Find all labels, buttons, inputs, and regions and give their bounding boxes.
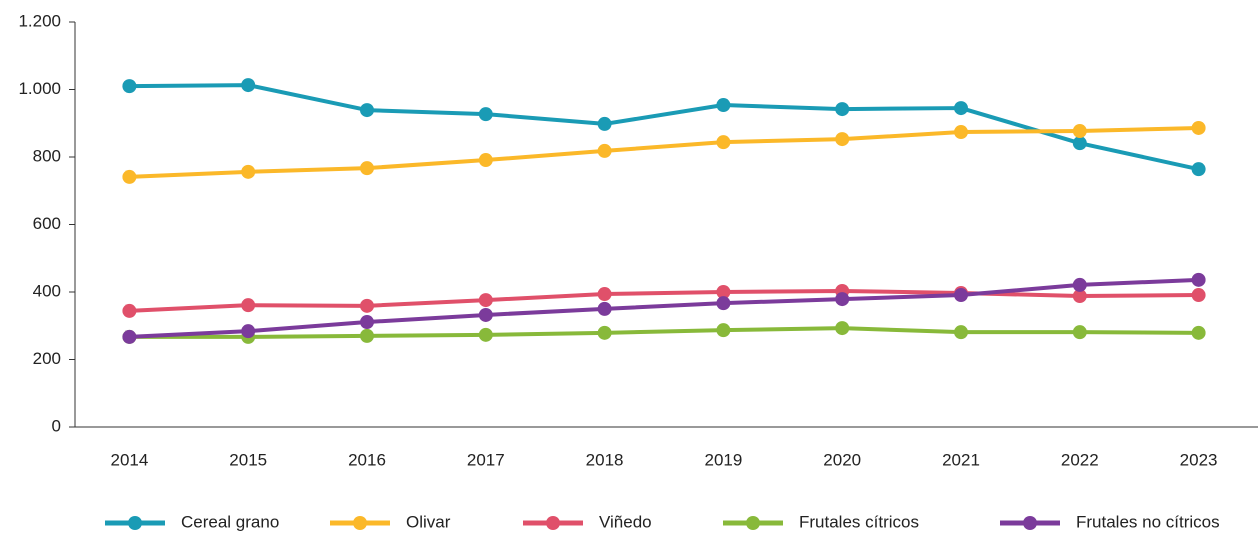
data-point xyxy=(1072,136,1087,151)
data-point xyxy=(954,288,968,303)
y-tick-label: 0 xyxy=(52,416,61,435)
legend-label: Olivar xyxy=(406,512,451,531)
data-point xyxy=(360,161,374,176)
data-point xyxy=(716,98,731,113)
data-point xyxy=(716,135,731,150)
legend-label: Frutales no cítricos xyxy=(1076,512,1220,531)
data-point xyxy=(1191,120,1206,135)
x-tick-label: 2017 xyxy=(467,450,505,469)
data-point xyxy=(478,307,493,322)
data-point xyxy=(241,324,256,339)
x-tick-label: 2022 xyxy=(1061,450,1099,469)
legend-label: Viñedo xyxy=(599,512,652,531)
x-tick-label: 2023 xyxy=(1180,450,1218,469)
data-point xyxy=(122,303,137,318)
data-point xyxy=(478,327,493,342)
data-point xyxy=(716,323,731,338)
y-tick-label: 400 xyxy=(33,281,61,300)
x-tick-label: 2018 xyxy=(586,450,624,469)
legend-marker xyxy=(546,516,560,530)
series-line xyxy=(129,83,1200,172)
data-point xyxy=(1072,124,1087,139)
data-point xyxy=(835,102,850,117)
data-point xyxy=(954,101,968,116)
data-point xyxy=(597,116,612,131)
legend-label: Cereal grano xyxy=(181,512,279,531)
legend-label: Frutales cítricos xyxy=(799,512,919,531)
data-point xyxy=(597,143,612,158)
data-point xyxy=(1191,162,1206,177)
data-point xyxy=(241,78,256,93)
legend-marker xyxy=(746,516,760,530)
data-point xyxy=(360,103,374,118)
legend-marker xyxy=(353,516,367,530)
data-point xyxy=(478,293,493,308)
data-point xyxy=(1191,272,1206,287)
data-point xyxy=(597,287,612,302)
data-point xyxy=(122,329,137,344)
data-point xyxy=(835,321,850,336)
data-point xyxy=(1072,325,1087,340)
x-tick-label: 2021 xyxy=(942,450,980,469)
series-line xyxy=(129,288,1199,313)
data-point xyxy=(122,79,137,94)
y-tick-label: 800 xyxy=(33,146,61,165)
data-point xyxy=(122,169,137,184)
data-point xyxy=(954,325,968,340)
data-point xyxy=(835,132,850,147)
x-tick-label: 2020 xyxy=(823,450,861,469)
series-line xyxy=(129,326,1199,339)
series-line xyxy=(129,125,1199,179)
data-point xyxy=(1191,325,1206,340)
y-tick-label: 200 xyxy=(33,349,61,368)
data-point xyxy=(835,292,850,307)
data-point xyxy=(360,315,374,330)
x-tick-label: 2019 xyxy=(704,450,742,469)
x-tick-label: 2016 xyxy=(348,450,386,469)
y-tick-label: 600 xyxy=(33,214,61,233)
legend-marker xyxy=(128,516,142,530)
data-point xyxy=(241,164,256,179)
y-tick-label: 1.000 xyxy=(18,79,61,98)
data-point xyxy=(241,298,256,313)
x-tick-label: 2015 xyxy=(229,450,267,469)
data-point xyxy=(1072,289,1087,304)
data-point xyxy=(597,301,612,316)
data-point xyxy=(716,296,731,311)
data-point xyxy=(1191,288,1206,303)
data-point xyxy=(360,298,374,313)
y-tick-label: 1.200 xyxy=(18,11,61,30)
data-point xyxy=(954,125,968,140)
series-line xyxy=(129,277,1199,339)
data-point xyxy=(1072,277,1087,292)
x-tick-label: 2014 xyxy=(110,450,148,469)
data-point xyxy=(360,328,374,343)
data-point xyxy=(478,153,493,168)
data-point xyxy=(716,285,731,299)
data-point xyxy=(597,325,612,340)
data-point xyxy=(478,107,493,122)
legend-marker xyxy=(1023,516,1037,530)
